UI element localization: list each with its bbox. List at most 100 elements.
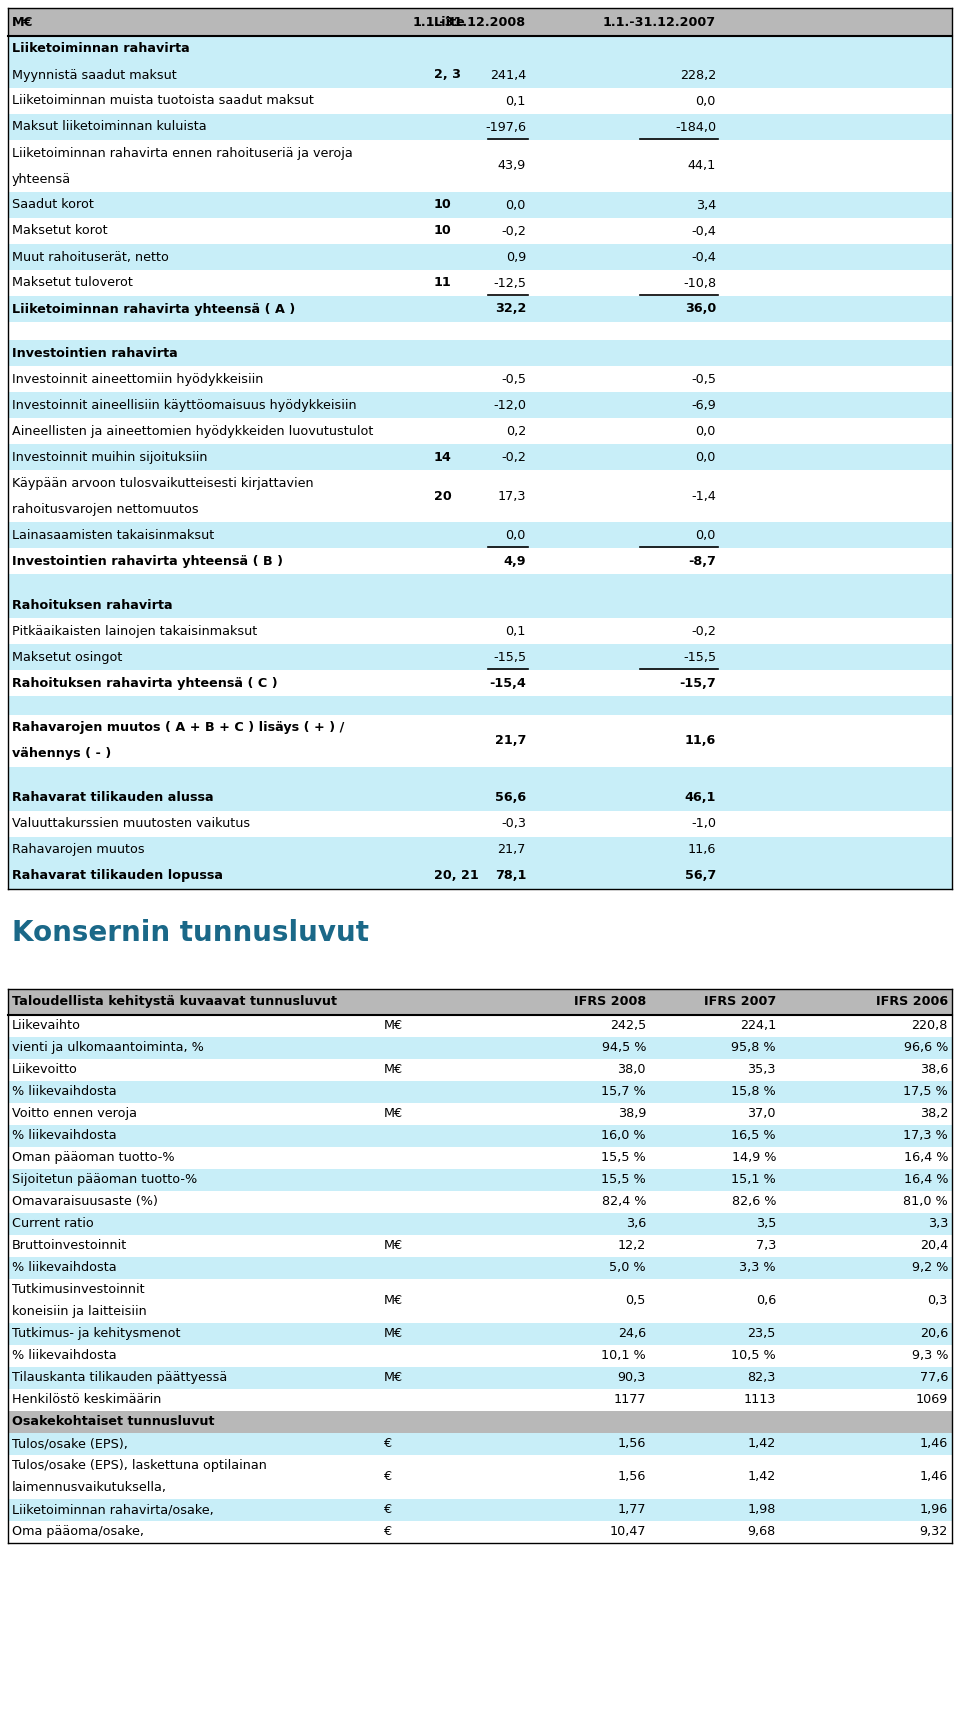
Text: 38,2: 38,2 — [920, 1107, 948, 1121]
Text: -0,5: -0,5 — [691, 372, 716, 386]
Text: vähennys ( - ): vähennys ( - ) — [12, 747, 111, 759]
Bar — [8, 1169, 952, 1192]
Text: 11,6: 11,6 — [684, 734, 716, 747]
Bar — [8, 988, 952, 1014]
Text: 3,4: 3,4 — [696, 198, 716, 212]
Text: 0,1: 0,1 — [506, 95, 526, 107]
Text: % liikevaihdosta: % liikevaihdosta — [12, 1261, 116, 1274]
Text: 1,56: 1,56 — [617, 1438, 646, 1450]
Text: 0,3: 0,3 — [927, 1295, 948, 1307]
Text: 1,56: 1,56 — [617, 1471, 646, 1483]
Text: 94,5 %: 94,5 % — [602, 1042, 646, 1054]
Text: Liite: Liite — [434, 15, 466, 29]
Text: 14,9 %: 14,9 % — [732, 1152, 776, 1164]
Text: 1,46: 1,46 — [920, 1438, 948, 1450]
Text: 0,2: 0,2 — [506, 425, 526, 437]
Text: 10: 10 — [434, 198, 452, 212]
Bar — [8, 1455, 952, 1498]
Text: 20,6: 20,6 — [920, 1328, 948, 1340]
Text: -15,5: -15,5 — [492, 651, 526, 665]
Bar — [8, 1390, 952, 1410]
Bar — [8, 1521, 952, 1543]
Text: 82,6 %: 82,6 % — [732, 1195, 776, 1209]
Text: 1.1.-31.12.2007: 1.1.-31.12.2007 — [603, 15, 716, 29]
Text: IFRS 2007: IFRS 2007 — [704, 995, 776, 1009]
Text: Investoinnit aineellisiin käyttöomaisuus hyödykkeisiin: Investoinnit aineellisiin käyttöomaisuus… — [12, 400, 356, 412]
Text: 3,5: 3,5 — [756, 1217, 776, 1230]
Text: Rahavarojen muutos: Rahavarojen muutos — [12, 844, 145, 856]
Text: 0,0: 0,0 — [506, 529, 526, 542]
Bar — [8, 114, 952, 139]
Text: Rahoituksen rahavirta: Rahoituksen rahavirta — [12, 599, 173, 611]
Text: Maksetut osingot: Maksetut osingot — [12, 651, 122, 665]
Text: vienti ja ulkomaantoiminta, %: vienti ja ulkomaantoiminta, % — [12, 1042, 204, 1054]
Text: Oman pääoman tuotto-%: Oman pääoman tuotto-% — [12, 1152, 175, 1164]
Text: 35,3: 35,3 — [748, 1062, 776, 1076]
Text: 5,0 %: 5,0 % — [610, 1261, 646, 1274]
Text: yhteensä: yhteensä — [12, 172, 71, 186]
Text: 15,7 %: 15,7 % — [601, 1085, 646, 1099]
Bar — [8, 1192, 952, 1212]
Bar — [8, 618, 952, 644]
Text: 44,1: 44,1 — [687, 160, 716, 172]
Bar — [8, 1345, 952, 1367]
Text: % liikevaihdosta: % liikevaihdosta — [12, 1130, 116, 1142]
Text: Konsernin tunnusluvut: Konsernin tunnusluvut — [12, 920, 369, 947]
Text: 11,6: 11,6 — [687, 844, 716, 856]
Text: €: € — [384, 1503, 392, 1517]
Bar — [8, 1212, 952, 1235]
Text: 241,4: 241,4 — [490, 69, 526, 81]
Text: M€: M€ — [384, 1328, 403, 1340]
Text: 7,3: 7,3 — [756, 1240, 776, 1252]
Text: Maksetut tuloverot: Maksetut tuloverot — [12, 277, 132, 289]
Bar — [8, 696, 952, 715]
Text: 95,8 %: 95,8 % — [732, 1042, 776, 1054]
Text: 24,6: 24,6 — [618, 1328, 646, 1340]
Text: 10,1 %: 10,1 % — [601, 1350, 646, 1362]
Bar — [8, 1147, 952, 1169]
Text: €: € — [384, 1471, 392, 1483]
Text: €: € — [384, 1526, 392, 1538]
Text: Osakekohtaiset tunnusluvut: Osakekohtaiset tunnusluvut — [12, 1415, 214, 1428]
Text: Liikevoitto: Liikevoitto — [12, 1062, 78, 1076]
Text: -8,7: -8,7 — [688, 554, 716, 568]
Text: 1,96: 1,96 — [920, 1503, 948, 1517]
Text: 1177: 1177 — [613, 1393, 646, 1407]
Text: 15,1 %: 15,1 % — [732, 1173, 776, 1186]
Bar — [8, 191, 952, 219]
Text: 224,1: 224,1 — [740, 1019, 776, 1031]
Text: 1,46: 1,46 — [920, 1471, 948, 1483]
Text: Tutkimusinvestoinnit: Tutkimusinvestoinnit — [12, 1283, 145, 1297]
Text: 10,47: 10,47 — [610, 1526, 646, 1538]
Text: 0,0: 0,0 — [696, 425, 716, 437]
Text: 82,3: 82,3 — [748, 1371, 776, 1384]
Bar — [8, 837, 952, 863]
Text: Rahavarat tilikauden alussa: Rahavarat tilikauden alussa — [12, 792, 214, 804]
Text: Saadut korot: Saadut korot — [12, 198, 94, 212]
Text: M€: M€ — [12, 15, 34, 29]
Text: 23,5: 23,5 — [748, 1328, 776, 1340]
Text: 1,77: 1,77 — [617, 1503, 646, 1517]
Text: Omavaraisuusaste (%): Omavaraisuusaste (%) — [12, 1195, 157, 1209]
Text: Maksetut korot: Maksetut korot — [12, 224, 108, 238]
Text: 220,8: 220,8 — [912, 1019, 948, 1031]
Text: 20,4: 20,4 — [920, 1240, 948, 1252]
Bar — [8, 1498, 952, 1521]
Text: -0,4: -0,4 — [691, 250, 716, 263]
Bar — [8, 1433, 952, 1455]
Text: M€: M€ — [384, 1062, 403, 1076]
Bar — [8, 9, 952, 36]
Text: 0,5: 0,5 — [626, 1295, 646, 1307]
Text: 43,9: 43,9 — [497, 160, 526, 172]
Text: 9,3 %: 9,3 % — [911, 1350, 948, 1362]
Bar — [8, 715, 952, 766]
Text: Maksut liiketoiminnan kuluista: Maksut liiketoiminnan kuluista — [12, 121, 206, 134]
Bar — [8, 811, 952, 837]
Bar — [8, 548, 952, 573]
Text: Henkilöstö keskimäärin: Henkilöstö keskimäärin — [12, 1393, 161, 1407]
Bar — [8, 270, 952, 296]
Bar — [8, 1257, 952, 1279]
Text: IFRS 2006: IFRS 2006 — [876, 995, 948, 1009]
Text: 32,2: 32,2 — [494, 303, 526, 315]
Text: -12,0: -12,0 — [493, 400, 526, 412]
